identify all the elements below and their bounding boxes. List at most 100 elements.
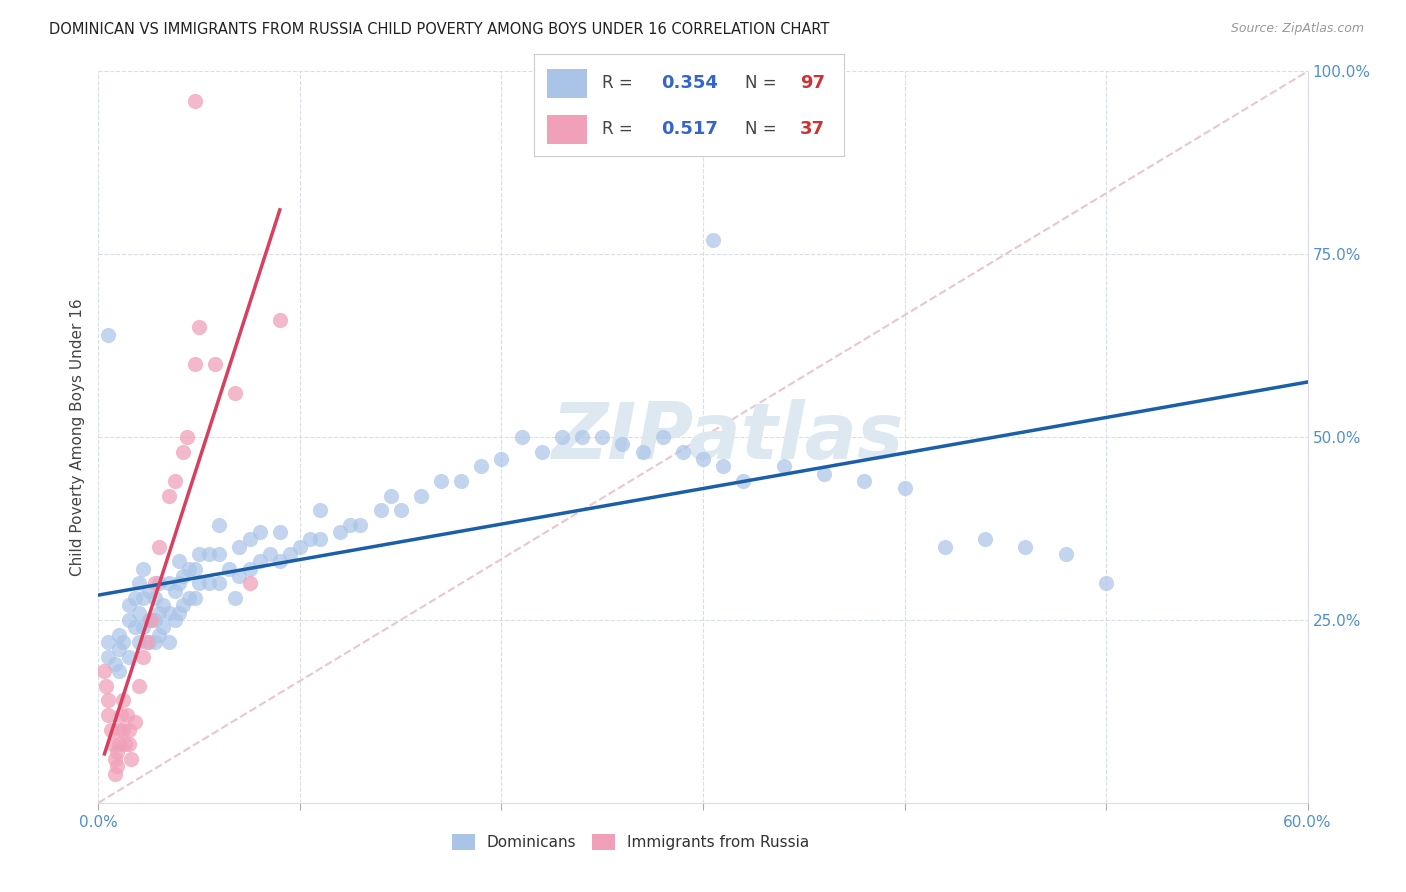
- Point: [249, 554, 271, 568]
- Point: [269, 313, 291, 327]
- Point: [124, 620, 146, 634]
- Point: [172, 444, 194, 458]
- Point: [370, 503, 392, 517]
- Point: [143, 591, 166, 605]
- Point: [97, 649, 120, 664]
- Point: [107, 642, 129, 657]
- Point: [188, 320, 211, 334]
- Point: [299, 533, 322, 547]
- Point: [138, 613, 160, 627]
- Point: [179, 591, 201, 605]
- Point: [101, 737, 124, 751]
- Point: [111, 723, 134, 737]
- Y-axis label: Child Poverty Among Boys Under 16: Child Poverty Among Boys Under 16: [69, 298, 84, 576]
- Text: N =: N =: [745, 74, 782, 92]
- Point: [114, 737, 136, 751]
- Point: [152, 620, 174, 634]
- Point: [702, 233, 724, 247]
- Point: [163, 613, 186, 627]
- Point: [105, 759, 128, 773]
- Point: [167, 606, 190, 620]
- Point: [278, 547, 301, 561]
- Point: [110, 708, 132, 723]
- Point: [118, 649, 141, 664]
- Point: [339, 517, 361, 532]
- Point: [208, 576, 231, 591]
- Point: [167, 554, 190, 568]
- Point: [224, 591, 246, 605]
- Point: [813, 467, 835, 481]
- Point: [208, 547, 231, 561]
- Point: [118, 613, 141, 627]
- Legend: Dominicans, Immigrants from Russia: Dominicans, Immigrants from Russia: [451, 834, 810, 850]
- Text: Source: ZipAtlas.com: Source: ZipAtlas.com: [1230, 22, 1364, 36]
- Point: [120, 752, 142, 766]
- Point: [100, 723, 122, 737]
- Point: [128, 606, 150, 620]
- Point: [103, 657, 125, 671]
- Point: [224, 386, 246, 401]
- Text: 37: 37: [800, 120, 825, 138]
- Point: [228, 540, 250, 554]
- Point: [309, 503, 332, 517]
- Point: [163, 474, 186, 488]
- Point: [118, 737, 141, 751]
- Point: [172, 569, 194, 583]
- Point: [733, 474, 755, 488]
- Point: [204, 357, 226, 371]
- Point: [591, 430, 613, 444]
- Point: [450, 474, 472, 488]
- Point: [853, 474, 876, 488]
- Point: [179, 562, 201, 576]
- Point: [167, 576, 190, 591]
- Point: [157, 576, 180, 591]
- Point: [934, 540, 956, 554]
- Point: [491, 452, 513, 467]
- FancyBboxPatch shape: [547, 115, 586, 144]
- Point: [409, 489, 432, 503]
- Point: [138, 635, 160, 649]
- Point: [128, 679, 150, 693]
- Point: [893, 481, 915, 495]
- Point: [107, 627, 129, 641]
- Point: [103, 752, 125, 766]
- Point: [239, 533, 262, 547]
- Point: [198, 576, 221, 591]
- Point: [269, 554, 291, 568]
- Point: [184, 94, 207, 108]
- Point: [184, 357, 207, 371]
- Point: [118, 723, 141, 737]
- Point: [135, 635, 157, 649]
- Text: N =: N =: [745, 120, 782, 138]
- Text: ZIPatlas: ZIPatlas: [551, 399, 903, 475]
- Point: [530, 444, 553, 458]
- Point: [132, 562, 155, 576]
- Point: [430, 474, 453, 488]
- Point: [118, 599, 141, 613]
- Point: [380, 489, 402, 503]
- Point: [111, 635, 134, 649]
- Point: [157, 635, 180, 649]
- Point: [97, 693, 120, 707]
- Point: [329, 525, 352, 540]
- Point: [349, 517, 371, 532]
- Point: [111, 693, 134, 707]
- Point: [188, 576, 211, 591]
- Point: [124, 591, 146, 605]
- Point: [184, 591, 207, 605]
- Point: [96, 679, 118, 693]
- Point: [128, 576, 150, 591]
- Point: [239, 576, 262, 591]
- Point: [249, 525, 271, 540]
- Point: [259, 547, 281, 561]
- Point: [93, 664, 115, 678]
- Point: [107, 664, 129, 678]
- Point: [139, 613, 162, 627]
- Point: [143, 576, 166, 591]
- Text: DOMINICAN VS IMMIGRANTS FROM RUSSIA CHILD POVERTY AMONG BOYS UNDER 16 CORRELATIO: DOMINICAN VS IMMIGRANTS FROM RUSSIA CHIL…: [49, 22, 830, 37]
- Point: [152, 599, 174, 613]
- Point: [239, 562, 262, 576]
- Point: [772, 459, 794, 474]
- Point: [128, 635, 150, 649]
- Point: [631, 444, 654, 458]
